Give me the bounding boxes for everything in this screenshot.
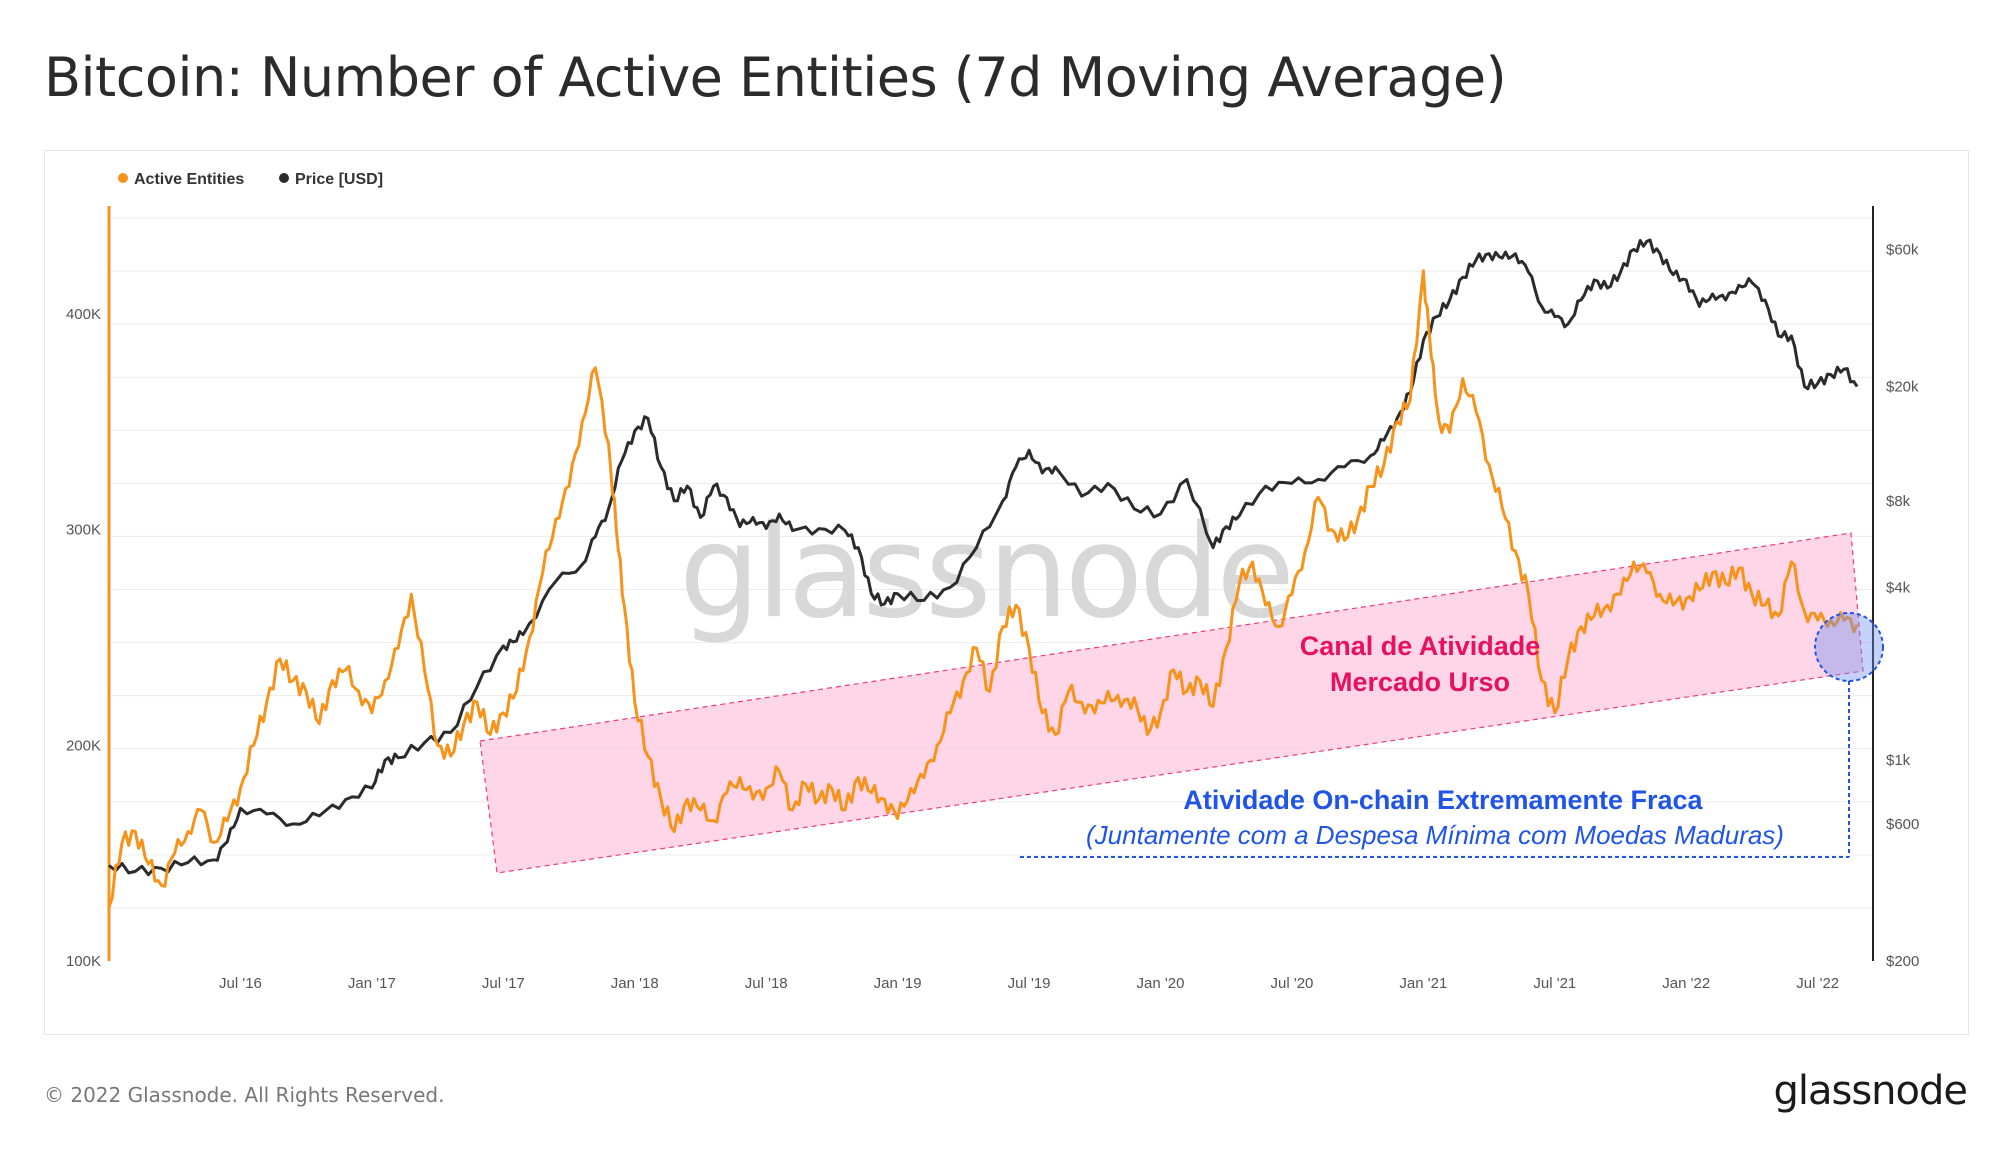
- legend: Active Entities Price [USD]: [118, 171, 383, 188]
- y-right-tick-label: $60k: [1886, 241, 1919, 258]
- legend-dot-active: [118, 173, 128, 183]
- x-tick-label: Jan '21: [1399, 975, 1447, 992]
- chart-svg: glassnode Jul '16 Jan '17 Jul '17 Jan '18 Ju…: [66, 171, 1919, 992]
- note-bold: Atividade On-chain Extremamente Fraca: [1183, 785, 1703, 815]
- footer-copyright: © 2022 Glassnode. All Rights Reserved.: [44, 1083, 445, 1107]
- y-left-tick-label: 100K: [66, 953, 101, 970]
- x-tick-label: Jul '19: [1008, 975, 1051, 992]
- y-right-tick-label: $4k: [1886, 579, 1911, 596]
- bear-channel: [479, 532, 1864, 874]
- chart-frame: glassnode Jul '16 Jan '17 Jul '17 Jan '18 Ju…: [44, 150, 1969, 1035]
- x-tick-label: Jul '18: [745, 975, 788, 992]
- grid: [109, 217, 1873, 909]
- y-right-ticks: $200 $600 $1k $4k $8k $20k $60k: [1886, 241, 1919, 970]
- legend-price-label[interactable]: Price [USD]: [295, 171, 383, 188]
- x-tick-label: Jan '17: [348, 975, 396, 992]
- channel-label-line2: Mercado Urso: [1330, 667, 1510, 697]
- x-tick-label: Jan '19: [874, 975, 922, 992]
- brand-logo[interactable]: glassnode: [1773, 1068, 1968, 1114]
- y-left-tick-label: 300K: [66, 522, 101, 539]
- y-left-tick-label: 200K: [66, 737, 101, 754]
- x-tick-label: Jul '22: [1796, 975, 1839, 992]
- y-right-tick-label: $600: [1886, 816, 1919, 833]
- highlight-circle: [1814, 612, 1884, 682]
- legend-dot-price: [279, 173, 289, 183]
- x-tick-label: Jan '20: [1137, 975, 1185, 992]
- note-italic: (Juntamente com a Despesa Mínima com Moe…: [1086, 820, 1784, 850]
- y-left-ticks: 100K 200K 300K 400K: [66, 306, 101, 970]
- x-tick-label: Jul '20: [1270, 975, 1313, 992]
- watermark: glassnode: [679, 498, 1291, 647]
- x-tick-label: Jul '21: [1533, 975, 1576, 992]
- price-line: [108, 238, 1859, 877]
- legend-active-label[interactable]: Active Entities: [134, 171, 244, 188]
- y-right-tick-label: $8k: [1886, 493, 1911, 510]
- x-axis-ticks: Jul '16 Jan '17 Jul '17 Jan '18 Jul '18 Jan '…: [219, 975, 1839, 992]
- page-title: Bitcoin: Number of Active Entities (7d M…: [44, 46, 1507, 109]
- active-entities-line: [107, 269, 1859, 908]
- x-tick-label: Jan '22: [1662, 975, 1710, 992]
- x-tick-label: Jul '17: [482, 975, 525, 992]
- y-right-tick-label: $1k: [1886, 752, 1911, 769]
- x-tick-label: Jul '16: [219, 975, 262, 992]
- y-left-tick-label: 400K: [66, 306, 101, 323]
- y-right-tick-label: $200: [1886, 953, 1919, 970]
- x-tick-label: Jan '18: [611, 975, 659, 992]
- channel-label-line1: Canal de Atividade: [1300, 631, 1541, 661]
- y-right-tick-label: $20k: [1886, 379, 1919, 396]
